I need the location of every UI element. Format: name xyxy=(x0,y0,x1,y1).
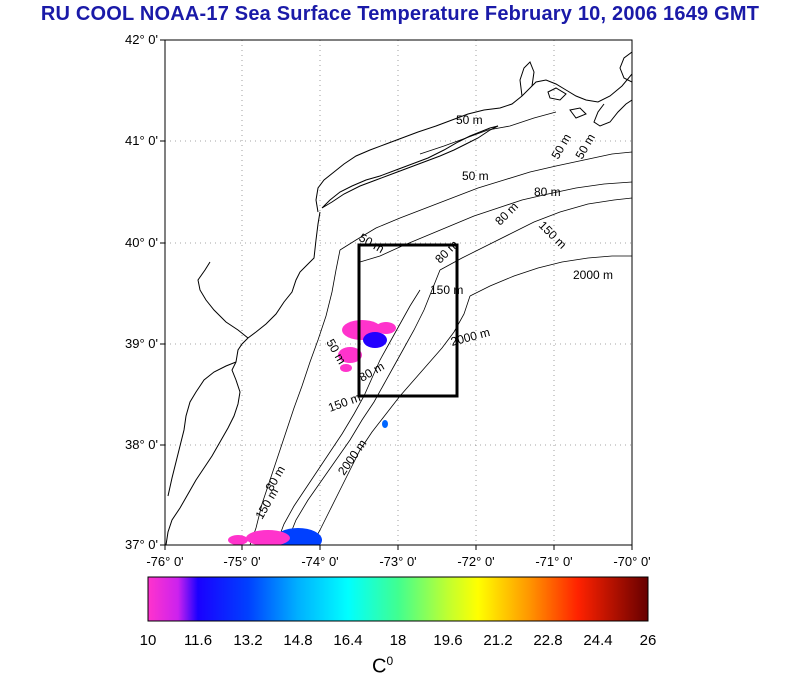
contour-label-2000: 2000 m xyxy=(573,268,613,282)
colorbar-tick: 22.8 xyxy=(533,632,563,649)
lat-label: 39° 0' xyxy=(125,336,158,351)
lon-label: -76° 0' xyxy=(146,554,184,569)
isobath-50 xyxy=(339,151,632,251)
map-title: RU COOL NOAA-17 Sea Surface Temperature … xyxy=(40,3,760,25)
map-mark xyxy=(340,364,352,372)
colorbar-tick: 11.6 xyxy=(183,632,213,649)
contour-label-150: 150 m xyxy=(430,283,463,297)
coastline-ny-ct xyxy=(315,73,632,213)
lon-label: -72° 0' xyxy=(457,554,495,569)
colorbar-tick: 19.6 xyxy=(433,632,463,649)
plot-frame xyxy=(164,39,633,546)
lat-label: 38° 0' xyxy=(125,437,158,452)
contour-label-80: 80 m xyxy=(492,199,521,228)
isobath-2000-south xyxy=(311,295,471,545)
isobath-150-south xyxy=(285,269,441,545)
map-mark xyxy=(228,535,248,545)
contour-label-50: 50 m xyxy=(462,169,489,183)
map-mark xyxy=(363,332,387,348)
coastline-long-island xyxy=(321,125,499,209)
coastline-nj xyxy=(165,211,321,545)
map-mark xyxy=(376,322,396,334)
study-area-box xyxy=(357,243,459,398)
coastline-islands xyxy=(547,87,587,119)
contour-label-50: 50 m xyxy=(548,131,573,161)
coastline-hudson xyxy=(519,61,535,97)
colorbar xyxy=(147,576,649,622)
unit-letter: C xyxy=(372,655,387,678)
map-mark xyxy=(246,530,290,545)
contour-label-50: 50 m xyxy=(357,230,387,255)
colorbar-tick: 14.8 xyxy=(283,632,313,649)
contour-label-150: 150 m xyxy=(326,390,362,415)
lat-label: 37° 0' xyxy=(125,537,158,552)
lon-label: -70° 0' xyxy=(613,554,651,569)
colorbar-tick: 10 xyxy=(139,632,157,649)
colorbar-tick: 26 xyxy=(639,632,657,649)
sst-patches xyxy=(228,320,396,545)
isobath-150 xyxy=(439,197,632,271)
lon-label: -75° 0' xyxy=(223,554,261,569)
isobath-80 xyxy=(359,181,632,263)
coastline-cape-cod xyxy=(593,51,632,127)
colorbar-tick: 13.2 xyxy=(233,632,263,649)
lon-label: -73° 0' xyxy=(379,554,417,569)
contour-label-80: 80 m xyxy=(534,185,561,199)
isobath-50-south xyxy=(249,249,341,545)
contour-label-150: 150 m xyxy=(536,218,569,251)
contour-label-150: 150 m xyxy=(252,486,281,522)
graticule xyxy=(165,40,632,545)
lon-label: -71° 0' xyxy=(535,554,573,569)
isobath-2000 xyxy=(469,255,632,297)
lat-label: 41° 0' xyxy=(125,133,158,148)
contour-label-2000: 2000 m xyxy=(335,437,369,478)
colorbar-tick: 18 xyxy=(389,632,407,649)
contour-label-80: 80 m xyxy=(357,359,387,384)
colorbar-tick: 16.4 xyxy=(333,632,363,649)
lon-label: -74° 0' xyxy=(301,554,339,569)
colorbar-unit: C0 xyxy=(372,654,393,679)
colorbar-tick: 24.4 xyxy=(583,632,613,649)
lat-label: 42° 0' xyxy=(125,32,158,47)
contour-label-50: 50 m xyxy=(456,113,483,127)
contour-label-50: 50 m xyxy=(572,131,597,161)
map-mark xyxy=(382,420,388,428)
isobath-80-south xyxy=(275,289,421,545)
unit-degree: 0 xyxy=(386,654,394,668)
colorbar-tick: 21.2 xyxy=(483,632,513,649)
map-mark xyxy=(338,347,362,363)
lat-label: 40° 0' xyxy=(125,235,158,250)
isobath-50-shelf xyxy=(419,111,557,155)
coastline-delaware-bay xyxy=(167,261,249,497)
